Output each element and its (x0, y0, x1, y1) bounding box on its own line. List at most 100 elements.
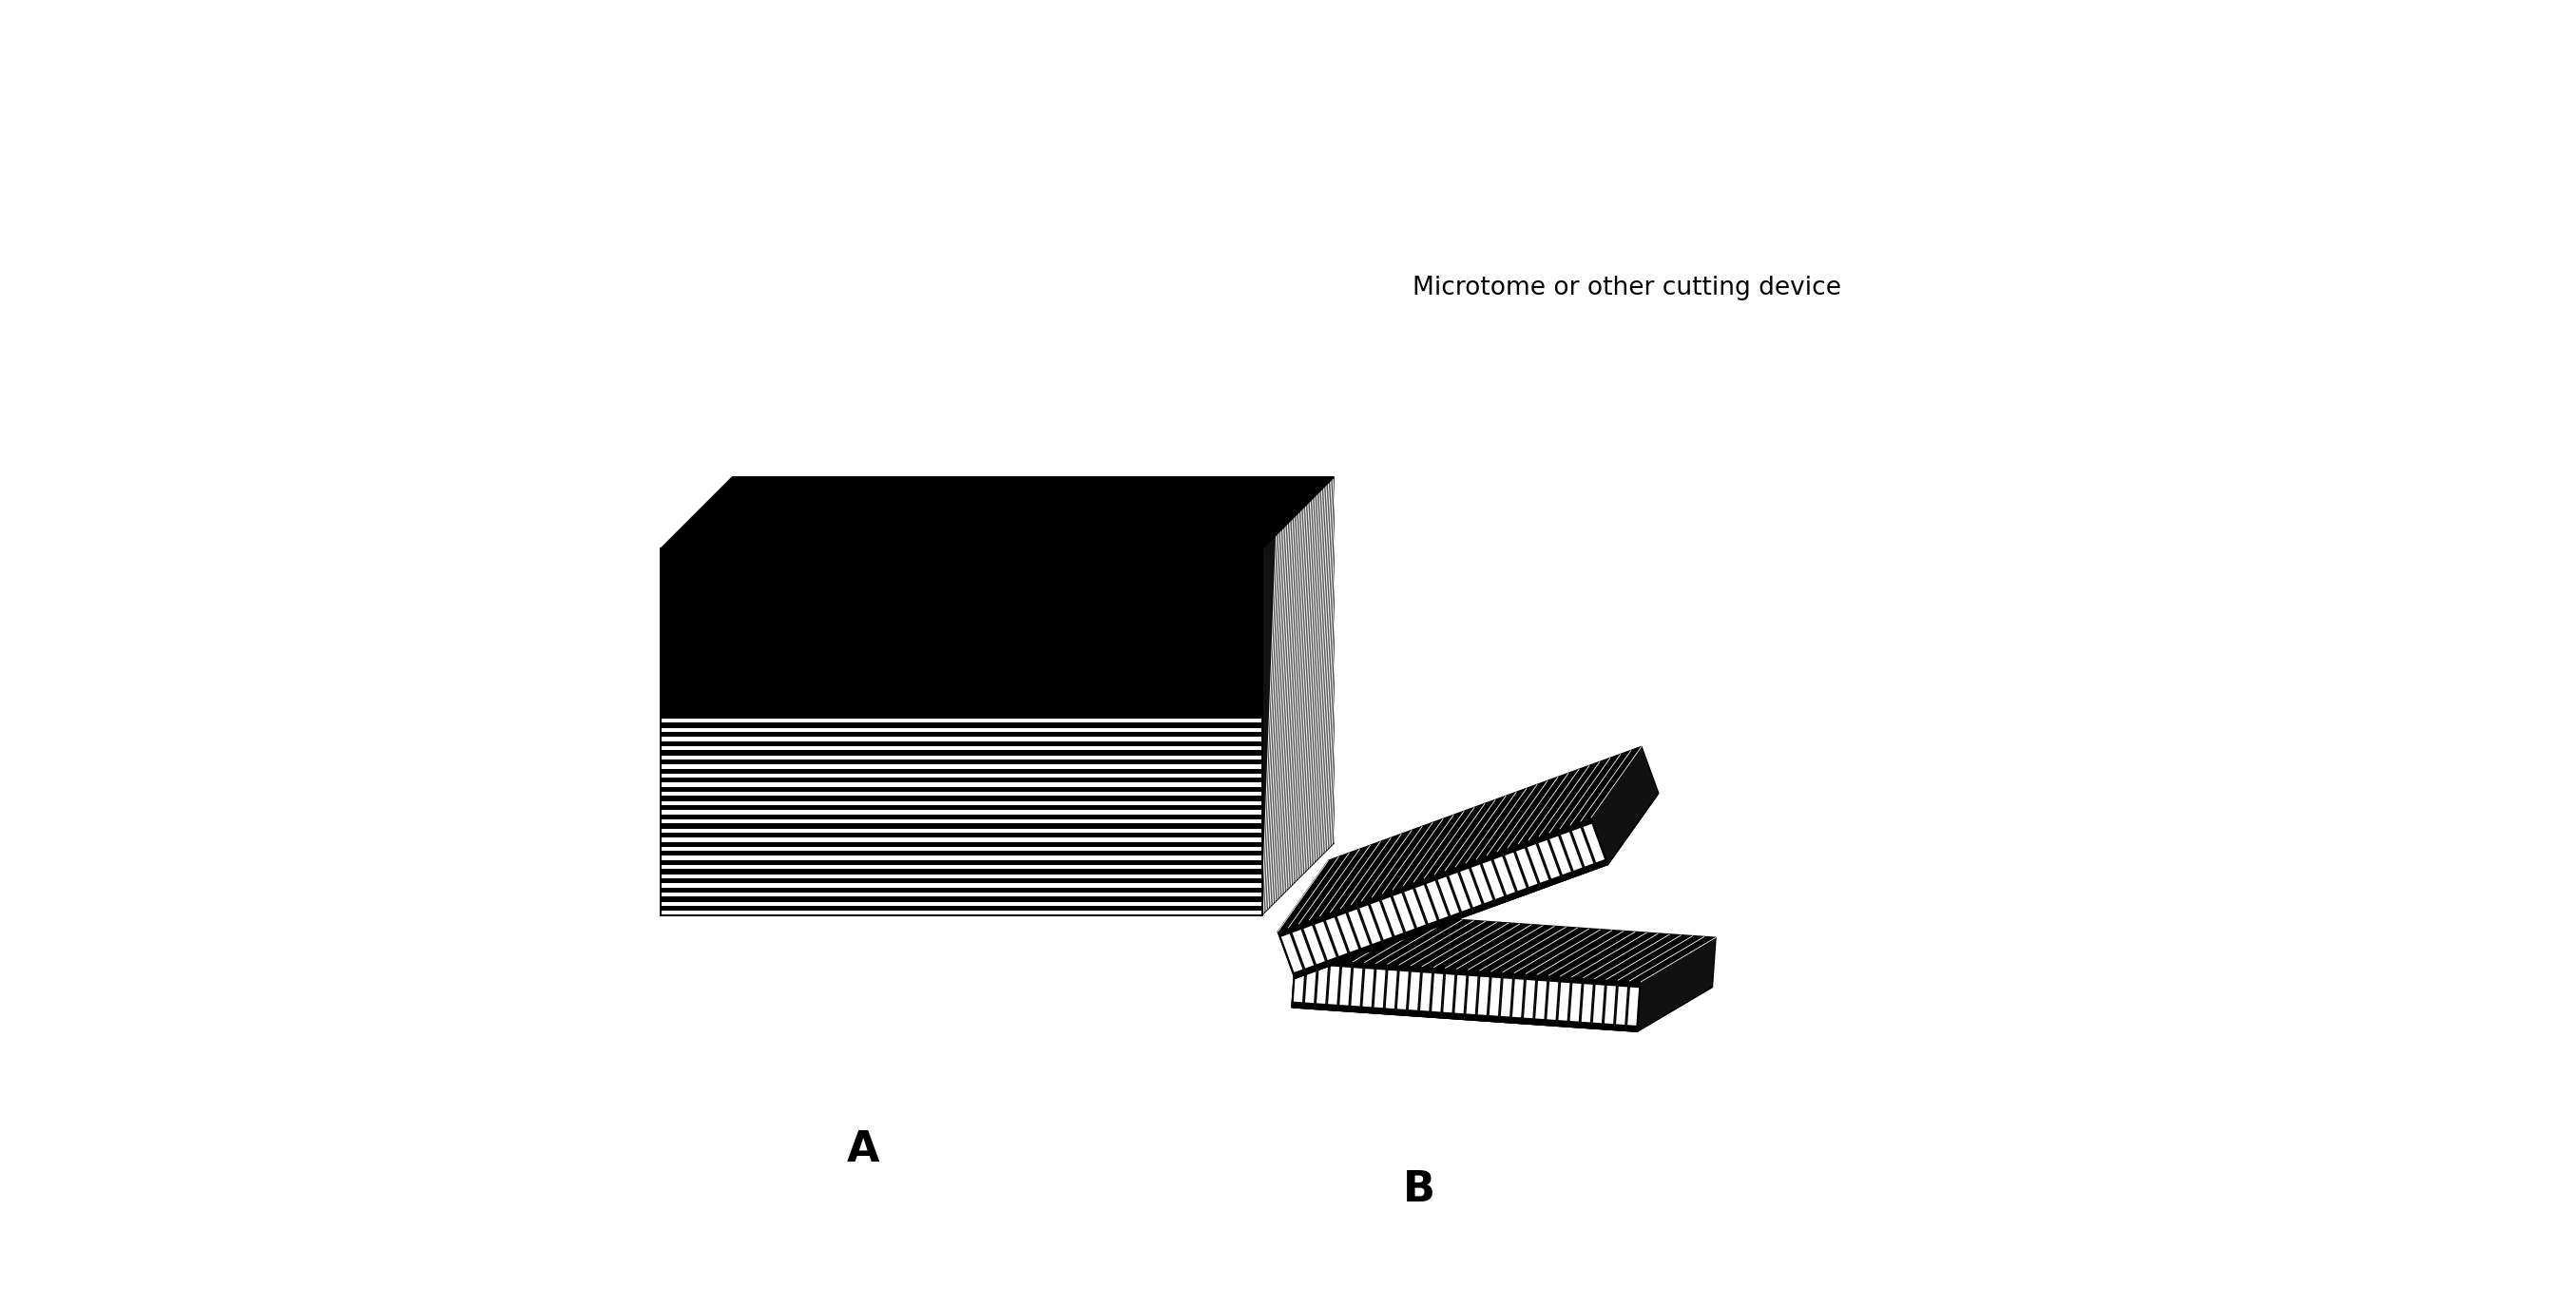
Polygon shape (1437, 877, 1458, 915)
Text: B: B (1401, 1168, 1435, 1210)
Polygon shape (1592, 746, 1659, 864)
Polygon shape (1528, 844, 1548, 882)
Polygon shape (1347, 910, 1370, 948)
Polygon shape (1569, 822, 1597, 873)
Polygon shape (1443, 968, 1455, 1018)
Polygon shape (1625, 982, 1641, 1031)
Polygon shape (1535, 834, 1564, 885)
Polygon shape (1291, 958, 1306, 1008)
Polygon shape (659, 860, 1262, 865)
Polygon shape (1533, 975, 1548, 1025)
Polygon shape (1579, 818, 1607, 869)
Polygon shape (1499, 972, 1515, 1022)
Polygon shape (1546, 982, 1558, 1019)
Polygon shape (1461, 869, 1481, 907)
Polygon shape (1412, 878, 1440, 929)
Polygon shape (1432, 974, 1443, 1012)
Polygon shape (1404, 889, 1425, 928)
Polygon shape (1569, 978, 1584, 1027)
Polygon shape (1525, 980, 1535, 1018)
Polygon shape (1512, 842, 1540, 893)
Polygon shape (1293, 929, 1314, 968)
Polygon shape (1592, 979, 1605, 1029)
Polygon shape (1453, 968, 1468, 1019)
Polygon shape (1538, 840, 1561, 878)
Polygon shape (1419, 972, 1432, 1012)
Polygon shape (1602, 979, 1618, 1030)
Polygon shape (1414, 885, 1437, 924)
Polygon shape (1546, 830, 1574, 881)
Polygon shape (1368, 895, 1396, 946)
Polygon shape (1388, 887, 1417, 937)
Polygon shape (1476, 971, 1492, 1021)
Polygon shape (1327, 961, 1342, 1010)
Polygon shape (659, 851, 1262, 856)
Polygon shape (659, 796, 1262, 801)
Polygon shape (1381, 897, 1404, 936)
Polygon shape (1551, 836, 1571, 874)
Polygon shape (659, 833, 1262, 838)
Polygon shape (1314, 959, 1329, 1010)
Polygon shape (1535, 980, 1546, 1019)
Polygon shape (1628, 987, 1638, 1026)
Polygon shape (1386, 970, 1396, 1009)
Polygon shape (659, 759, 1262, 765)
Polygon shape (1569, 983, 1582, 1022)
Polygon shape (1373, 970, 1386, 1008)
Polygon shape (1430, 967, 1445, 1018)
Polygon shape (1314, 921, 1337, 961)
Polygon shape (1571, 827, 1595, 867)
Polygon shape (659, 477, 1334, 549)
Polygon shape (1479, 855, 1507, 906)
Polygon shape (1383, 965, 1399, 1014)
Polygon shape (1350, 962, 1365, 1012)
Polygon shape (1350, 968, 1363, 1006)
Polygon shape (1396, 971, 1409, 1009)
Polygon shape (659, 549, 1262, 714)
Polygon shape (659, 769, 1262, 774)
Polygon shape (1278, 818, 1607, 979)
Polygon shape (1360, 906, 1381, 944)
Polygon shape (659, 723, 1262, 728)
Polygon shape (659, 869, 1262, 874)
Polygon shape (1471, 864, 1492, 903)
Polygon shape (1479, 976, 1489, 1016)
Polygon shape (1435, 870, 1463, 921)
Polygon shape (659, 887, 1262, 893)
Polygon shape (659, 741, 1262, 746)
Polygon shape (659, 878, 1262, 884)
Polygon shape (659, 906, 1262, 911)
Polygon shape (1561, 833, 1582, 870)
Polygon shape (1360, 963, 1376, 1013)
Polygon shape (1278, 928, 1306, 979)
Polygon shape (1455, 975, 1466, 1013)
Polygon shape (1422, 874, 1450, 925)
Polygon shape (1340, 967, 1350, 1005)
Polygon shape (1370, 902, 1391, 940)
Polygon shape (1502, 979, 1512, 1017)
Polygon shape (1605, 985, 1615, 1023)
Polygon shape (1546, 975, 1561, 1026)
Polygon shape (1584, 823, 1605, 863)
Polygon shape (1291, 963, 1713, 1031)
Polygon shape (1321, 911, 1350, 962)
Text: Microtome or other cutting device: Microtome or other cutting device (1412, 276, 1842, 299)
Polygon shape (1296, 914, 1716, 982)
Polygon shape (1445, 867, 1473, 918)
Polygon shape (1504, 852, 1528, 891)
Polygon shape (659, 787, 1262, 792)
Polygon shape (659, 897, 1262, 902)
Polygon shape (1303, 925, 1324, 965)
Polygon shape (1262, 477, 1334, 915)
Polygon shape (1378, 891, 1406, 942)
Polygon shape (1409, 972, 1419, 1010)
Polygon shape (1363, 968, 1373, 1006)
Polygon shape (1419, 967, 1432, 1017)
Polygon shape (1638, 937, 1716, 1031)
Polygon shape (1522, 974, 1538, 1025)
Polygon shape (1301, 920, 1329, 970)
Polygon shape (659, 732, 1262, 737)
Polygon shape (1329, 966, 1340, 1005)
Polygon shape (659, 549, 1262, 915)
Polygon shape (659, 842, 1262, 847)
